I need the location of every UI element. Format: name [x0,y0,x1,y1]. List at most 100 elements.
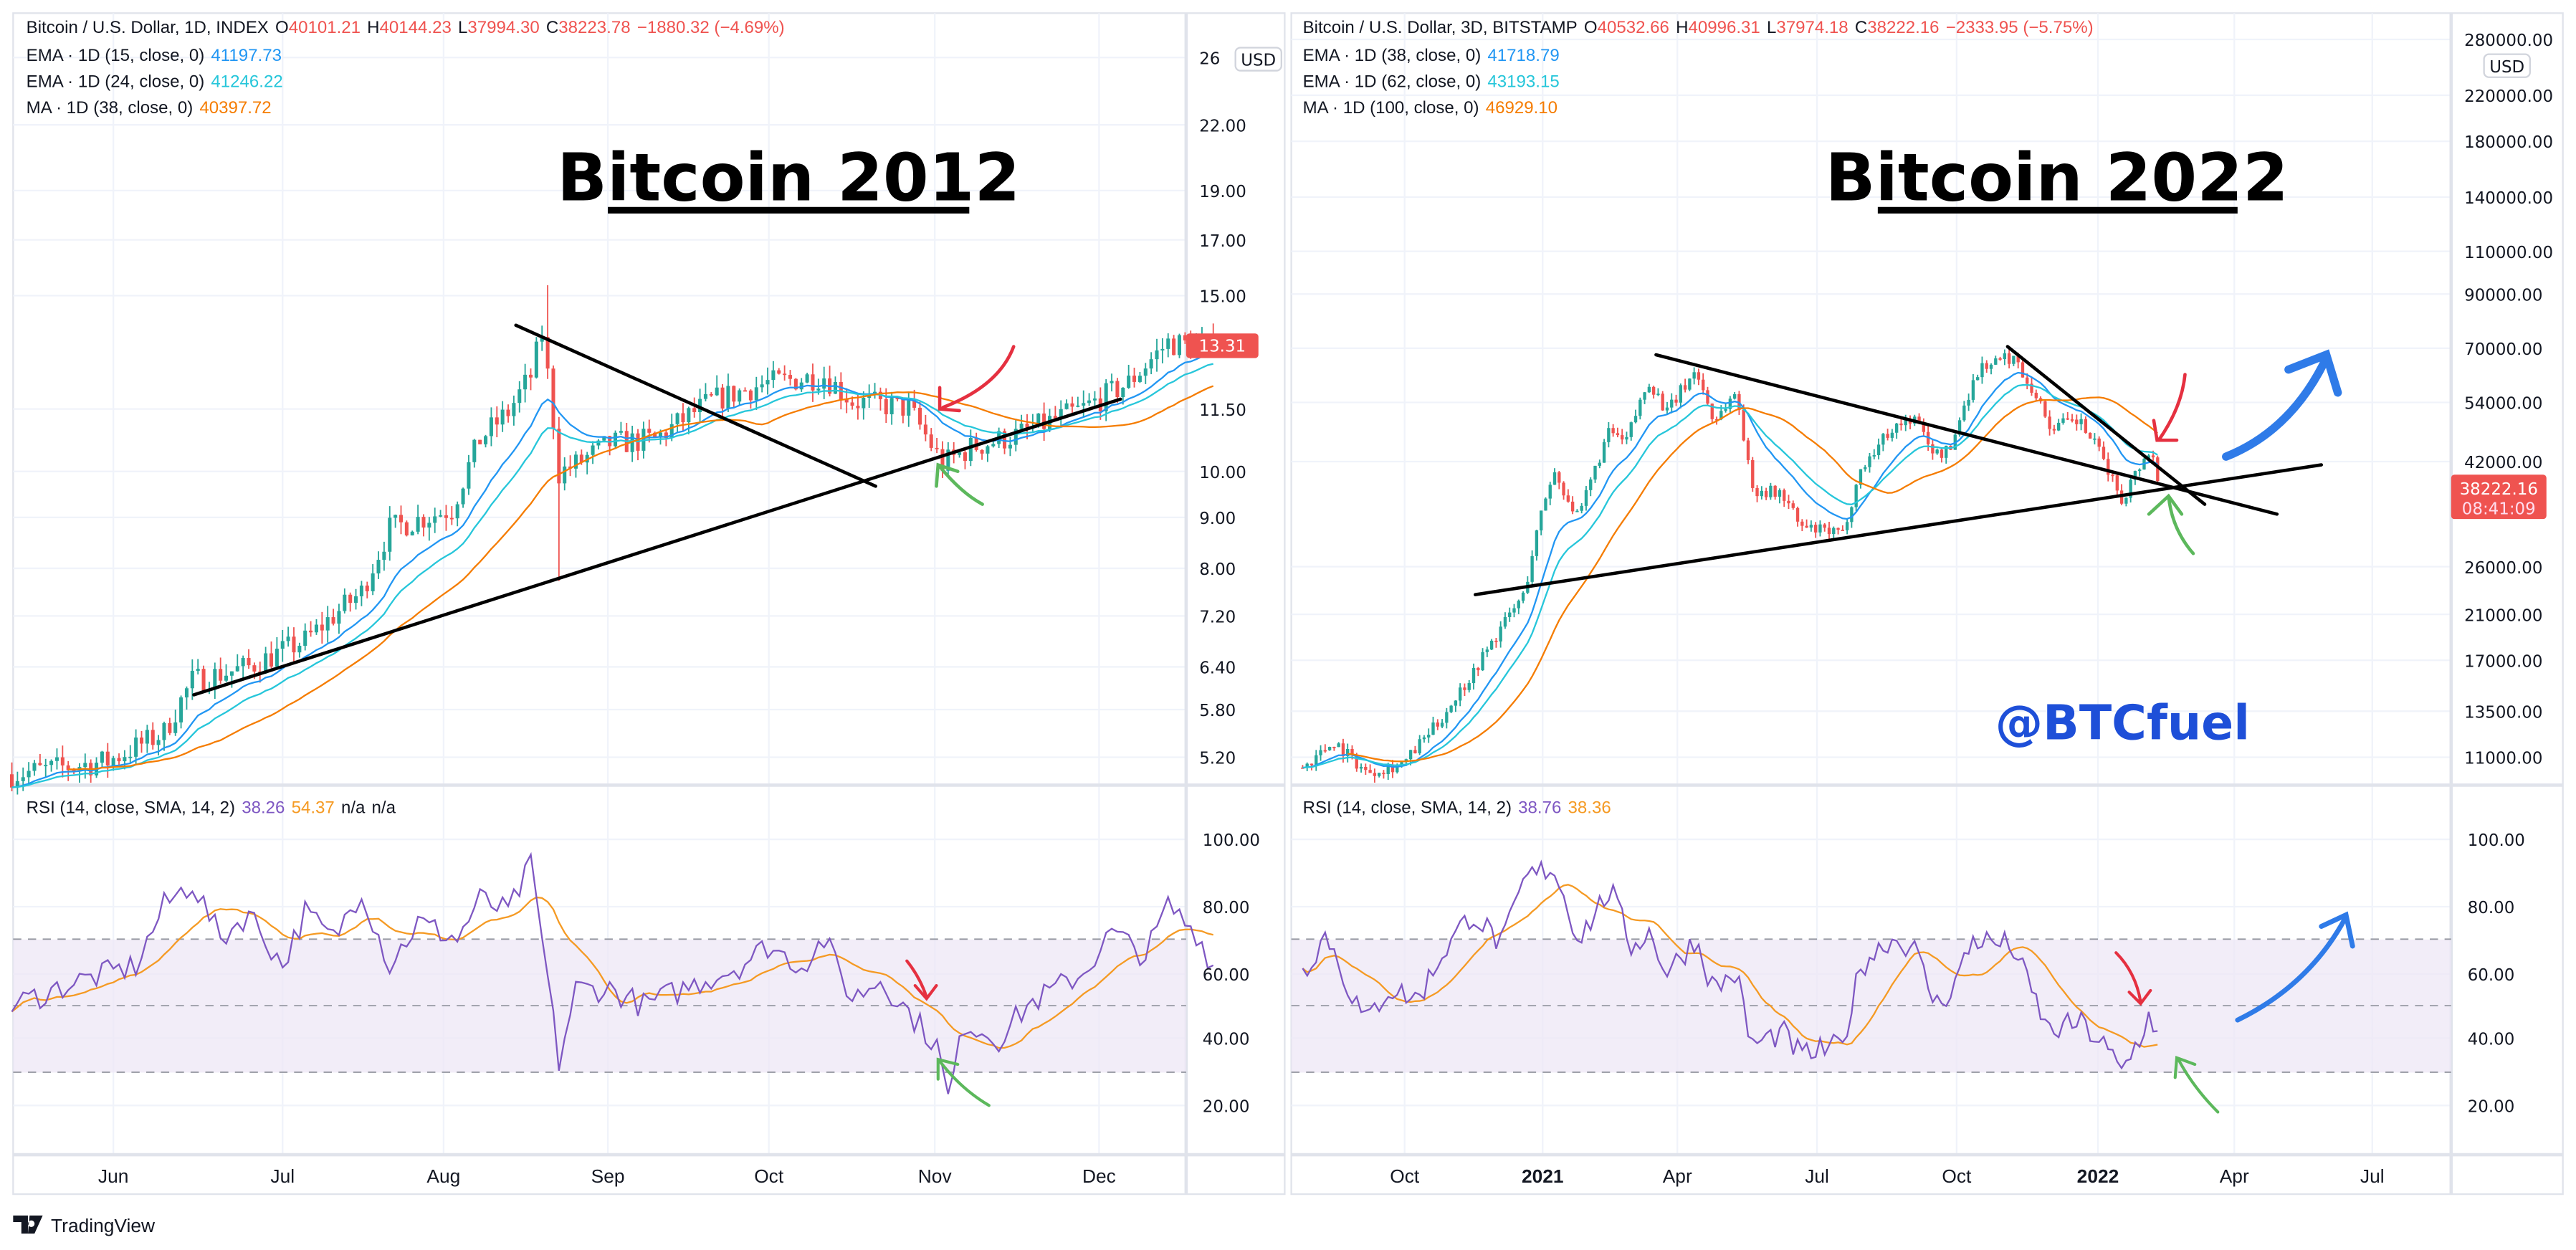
candle [1341,743,1345,756]
candle [44,765,48,767]
candle [1899,423,1903,426]
ma-line [1347,396,2158,763]
candle [2030,383,2033,393]
candle [856,406,860,409]
price-axis[interactable]: 26 22.00 19.00 17.00 15.00 11.50 10.00 9.00 8.00… [1199,49,1246,768]
legend-rsi[interactable]: RSI (14, close, SMA, 14, 2) 38.76 38.36 [1303,798,1611,817]
annotation-title: Bitcoin 2012 [557,140,1020,216]
candle [1346,749,1350,756]
candle [1076,405,1080,407]
legend-rsi[interactable]: RSI (14, close, SMA, 14, 2) 38.26 54.37 n/a… [27,798,396,817]
candle [1013,429,1018,445]
candle [196,669,200,671]
candle [1386,765,1390,775]
candle [2138,469,2142,472]
candle [1535,530,1539,556]
legend-ema-24[interactable]: EMA · 1D (24, close, 0) 41246.22 [27,72,283,91]
candle [173,722,178,733]
price-tick-label: 21000.00 [2464,606,2542,625]
candle [1580,505,1583,511]
candle [889,398,894,414]
price-axis[interactable]: 280000.00 220000.00 180000.00 140000.00 1100… [2464,32,2553,768]
time-tick-label: Dec [1082,1165,1116,1187]
candle [1575,510,1579,512]
candle [1408,750,1413,760]
candle [748,390,753,401]
candle [1373,773,1377,776]
candle [935,447,939,449]
candle [1976,377,1980,381]
rsi-red-arrow-icon [905,959,938,1001]
trendline-lower [192,397,1122,697]
time-tick-label: Oct [1942,1165,1972,1187]
candle [1368,770,1372,773]
candle [2124,497,2128,504]
currency-button[interactable] [1234,47,1282,72]
candle [1670,399,1674,408]
candle [1467,683,1471,690]
candle [1166,338,1170,349]
candle [596,440,601,446]
price-candles [1301,348,2160,783]
candle [455,504,459,519]
annotation-title: Bitcoin 2022 [1826,140,2289,216]
currency-label: USD [2489,58,2524,77]
rsi-tick-label: 80.00 [1203,899,1250,917]
candle [2079,419,2083,424]
candle [1621,435,1624,440]
rsi-tick-label: 80.00 [2468,899,2515,917]
candle [32,763,37,771]
legend-ma-100[interactable]: MA · 1D (100, close, 0) 46929.10 [1303,98,1557,118]
candle [343,594,347,611]
candle [2133,471,2137,480]
candle [2102,447,2106,459]
candle [2097,438,2101,447]
candle [720,387,725,409]
rsi-axis[interactable]: 100.00 80.00 60.00 40.00 20.00 [1203,831,1260,1116]
candle [1503,616,1507,627]
legend-ema-15[interactable]: EMA · 1D (15, close, 0) 41197.73 [27,46,282,65]
currency-button[interactable] [2483,53,2531,78]
candle [1177,335,1182,356]
time-axis[interactable]: Jun Jul Aug Sep Oct Nov Dec [98,1165,1116,1187]
tradingview-logo[interactable]: TradingView [13,1215,156,1236]
candle [1864,467,1867,469]
candle [557,429,561,484]
candle [1876,444,1881,456]
candle [579,454,583,463]
legend-ema-38[interactable]: EMA · 1D (38, close, 0) 41718.79 [1303,46,1560,65]
candle [348,594,353,603]
right-chart-panel[interactable]: 280000.00 220000.00 180000.00 140000.00 1100… [1290,12,2564,1196]
candle [1494,640,1498,642]
candle [1868,456,1871,467]
legend-ema-62[interactable]: EMA · 1D (62, close, 0) 43193.15 [1303,72,1560,91]
candle [1702,379,1705,391]
price-tick-label: 90000.00 [2464,286,2542,305]
candle [1665,407,1669,411]
candle [1724,409,1727,411]
candle [1589,479,1593,490]
legend-ma-38[interactable]: MA · 1D (38, close, 0) 40397.72 [27,98,272,118]
candle [884,399,888,414]
currency-label: USD [1241,52,1276,70]
price-tick-label: 70000.00 [2464,340,2542,359]
left-chart-panel[interactable]: 26 22.00 19.00 17.00 15.00 11.50 10.00 9.00 8.00… [9,12,1286,1196]
candle [1872,455,1876,457]
rsi-blue-arrow-icon [2235,911,2355,1023]
candle [1160,348,1165,350]
trendline-steep [2005,345,2207,506]
candle [117,758,121,762]
watermark-handle: @BTCfuel [1995,695,2250,750]
candle [1431,722,1435,735]
price-tick-label: 220000.00 [2464,87,2553,106]
candle [1611,428,1615,434]
time-axis[interactable]: Oct 2021 Apr Jul Oct 2022 Apr Jul [1390,1165,2384,1187]
time-tick-label: Jul [2360,1165,2385,1187]
candle [1751,459,1755,488]
rsi-axis[interactable]: 100.00 80.00 60.00 40.00 20.00 [2468,831,2525,1116]
candle [1127,376,1131,388]
candle [1714,419,1719,421]
time-tick-label: Jun [98,1165,128,1187]
candle [376,560,381,574]
candle [354,596,358,603]
